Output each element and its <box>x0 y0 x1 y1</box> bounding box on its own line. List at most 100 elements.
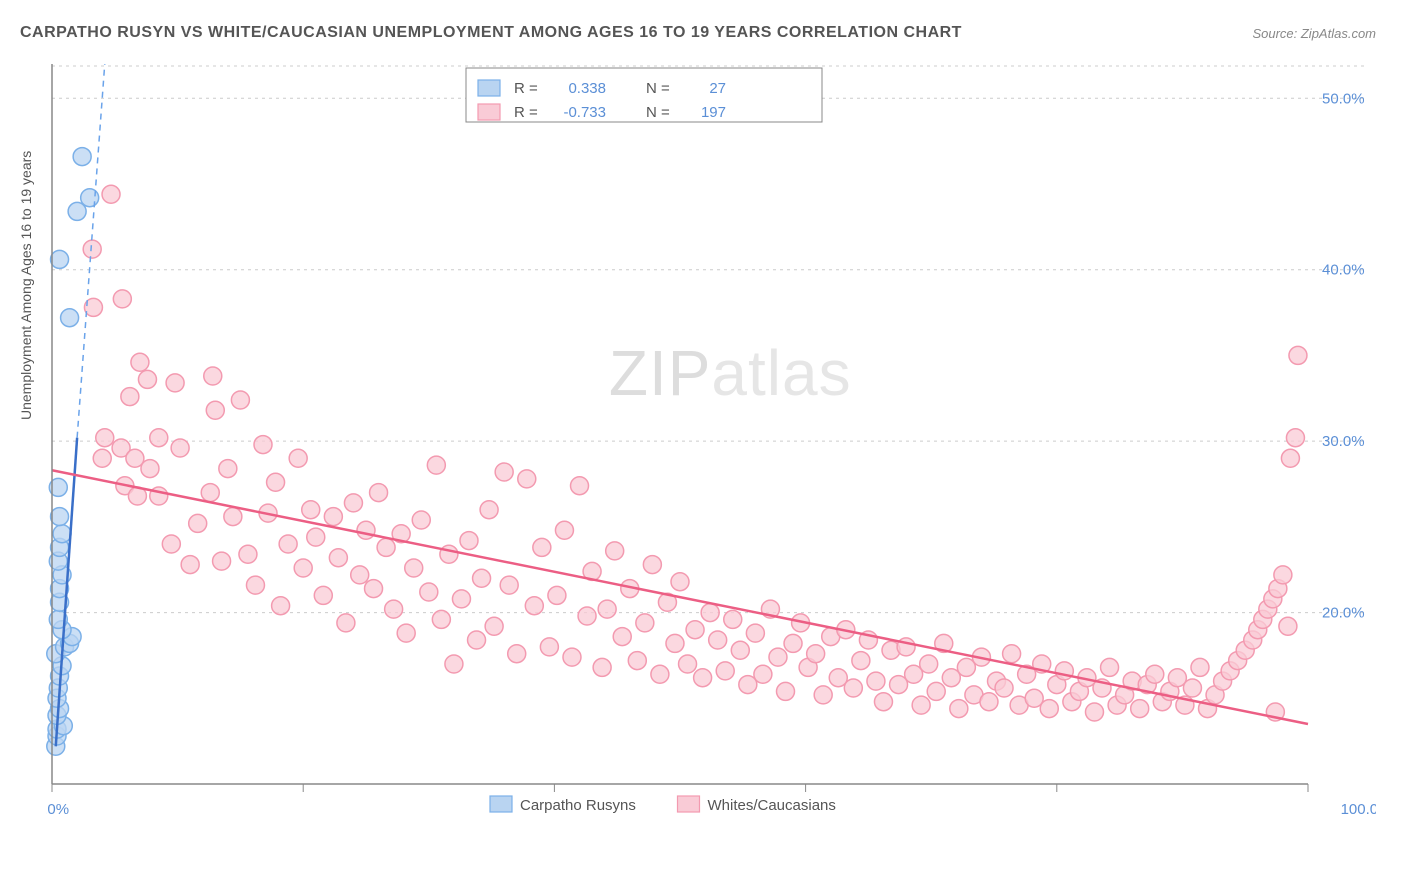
scatter-point-whites <box>950 700 968 718</box>
scatter-point-carpatho <box>73 148 91 166</box>
scatter-point-whites <box>344 494 362 512</box>
scatter-point-whites <box>1146 665 1164 683</box>
scatter-point-whites <box>314 586 332 604</box>
legend-r-label: R = <box>514 80 538 97</box>
scatter-point-whites <box>777 682 795 700</box>
scatter-point-whites <box>121 388 139 406</box>
bottom-legend-label: Carpatho Rusyns <box>520 797 636 814</box>
trend-line-whites <box>52 470 1308 724</box>
scatter-point-whites <box>1183 679 1201 697</box>
scatter-point-whites <box>302 501 320 519</box>
scatter-point-whites <box>867 672 885 690</box>
scatter-point-whites <box>231 391 249 409</box>
scatter-point-whites <box>1279 617 1297 635</box>
scatter-point-whites <box>709 631 727 649</box>
scatter-point-whites <box>1131 700 1149 718</box>
scatter-point-whites <box>636 614 654 632</box>
scatter-point-whites <box>412 511 430 529</box>
scatter-point-whites <box>254 436 272 454</box>
scatter-point-whites <box>1274 566 1292 584</box>
scatter-point-whites <box>927 682 945 700</box>
legend-swatch <box>478 80 500 96</box>
scatter-point-carpatho <box>51 250 69 268</box>
scatter-point-whites <box>686 621 704 639</box>
scatter-point-whites <box>920 655 938 673</box>
scatter-point-whites <box>337 614 355 632</box>
scatter-point-whites <box>141 460 159 478</box>
bottom-legend-swatch <box>678 796 700 812</box>
y-axis-label: Unemployment Among Ages 16 to 19 years <box>18 151 34 420</box>
y-tick-label: 40.0% <box>1322 262 1365 279</box>
scatter-point-whites <box>102 185 120 203</box>
scatter-point-whites <box>613 628 631 646</box>
scatter-point-whites <box>666 634 684 652</box>
scatter-point-whites <box>131 353 149 371</box>
scatter-point-whites <box>397 624 415 642</box>
scatter-point-whites <box>1286 429 1304 447</box>
legend-n-label: N = <box>646 80 670 97</box>
legend-swatch <box>478 104 500 120</box>
scatter-point-whites <box>807 645 825 663</box>
scatter-point-whites <box>495 463 513 481</box>
scatter-point-whites <box>1085 703 1103 721</box>
scatter-point-whites <box>351 566 369 584</box>
x-tick-label: 0.0% <box>46 801 69 818</box>
source-attribution: Source: ZipAtlas.com <box>1252 26 1376 41</box>
chart-title: CARPATHO RUSYN VS WHITE/CAUCASIAN UNEMPL… <box>20 24 962 42</box>
scatter-point-whites <box>357 521 375 539</box>
scatter-point-whites <box>201 484 219 502</box>
scatter-point-whites <box>162 535 180 553</box>
scatter-point-whites <box>377 538 395 556</box>
scatter-point-whites <box>365 580 383 598</box>
scatter-point-whites <box>204 367 222 385</box>
scatter-point-whites <box>1289 346 1307 364</box>
y-tick-label: 20.0% <box>1322 605 1365 622</box>
scatter-point-whites <box>525 597 543 615</box>
scatter-point-whites <box>578 607 596 625</box>
scatter-point-whites <box>1191 658 1209 676</box>
scatter-point-whites <box>307 528 325 546</box>
scatter-point-whites <box>1281 449 1299 467</box>
scatter-point-whites <box>166 374 184 392</box>
scatter-point-whites <box>980 693 998 711</box>
scatter-point-whites <box>206 401 224 419</box>
bottom-legend-swatch <box>490 796 512 812</box>
scatter-point-whites <box>508 645 526 663</box>
scatter-point-whites <box>213 552 231 570</box>
scatter-point-whites <box>150 429 168 447</box>
scatter-point-whites <box>329 549 347 567</box>
scatter-point-whites <box>468 631 486 649</box>
scatter-point-whites <box>769 648 787 666</box>
scatter-point-whites <box>294 559 312 577</box>
scatter-point-whites <box>181 556 199 574</box>
scatter-point-whites <box>593 658 611 676</box>
scatter-point-carpatho <box>51 508 69 526</box>
scatter-point-whites <box>671 573 689 591</box>
scatter-point-whites <box>279 535 297 553</box>
scatter-point-whites <box>874 693 892 711</box>
legend-r-value: 0.338 <box>568 80 606 97</box>
scatter-point-whites <box>460 532 478 550</box>
scatter-point-whites <box>746 624 764 642</box>
scatter-point-whites <box>814 686 832 704</box>
scatter-point-whites <box>598 600 616 618</box>
scatter-point-whites <box>246 576 264 594</box>
scatter-point-whites <box>716 662 734 680</box>
bottom-legend-label: Whites/Caucasians <box>708 797 836 814</box>
scatter-point-whites <box>427 456 445 474</box>
scatter-point-whites <box>96 429 114 447</box>
x-tick-label: 100.0% <box>1341 801 1376 818</box>
scatter-point-whites <box>628 652 646 670</box>
scatter-point-whites <box>651 665 669 683</box>
scatter-point-whites <box>533 538 551 556</box>
scatter-point-whites <box>912 696 930 714</box>
scatter-point-whites <box>548 586 566 604</box>
scatter-point-whites <box>1003 645 1021 663</box>
legend-r-label: R = <box>514 104 538 121</box>
scatter-point-whites <box>731 641 749 659</box>
y-tick-label: 30.0% <box>1322 433 1365 450</box>
scatter-point-whites <box>606 542 624 560</box>
y-tick-label: 50.0% <box>1322 90 1365 107</box>
scatter-point-whites <box>219 460 237 478</box>
scatter-point-whites <box>518 470 536 488</box>
